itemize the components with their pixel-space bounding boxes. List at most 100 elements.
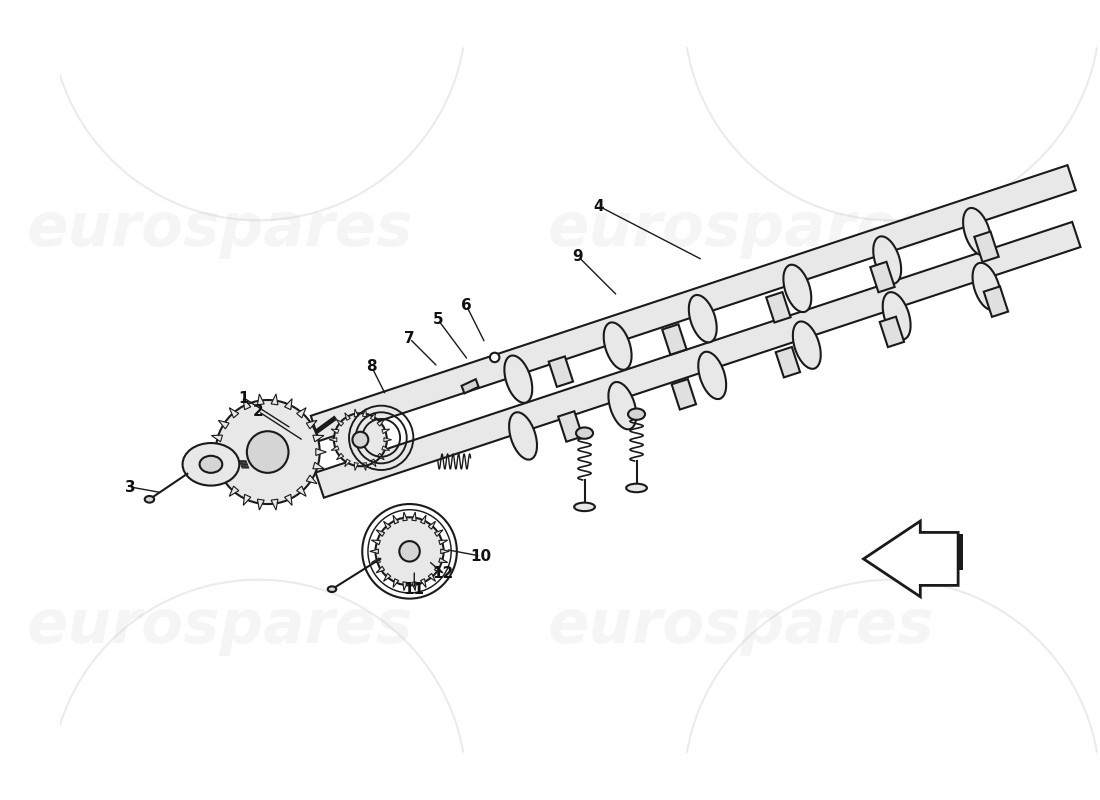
- Polygon shape: [403, 512, 407, 521]
- Ellipse shape: [972, 263, 1000, 310]
- Polygon shape: [420, 578, 426, 587]
- Polygon shape: [229, 408, 239, 418]
- Text: eurospares: eurospares: [28, 200, 414, 259]
- Polygon shape: [880, 317, 904, 347]
- Text: 8: 8: [366, 359, 377, 374]
- Text: 9: 9: [573, 249, 583, 264]
- Text: eurospares: eurospares: [28, 598, 414, 657]
- Text: 3: 3: [125, 479, 135, 494]
- Circle shape: [334, 414, 387, 466]
- Ellipse shape: [145, 496, 154, 502]
- Polygon shape: [372, 540, 381, 545]
- Polygon shape: [428, 574, 436, 582]
- Polygon shape: [316, 449, 327, 455]
- Circle shape: [216, 400, 320, 504]
- Polygon shape: [767, 292, 791, 322]
- Ellipse shape: [576, 427, 593, 438]
- Ellipse shape: [783, 265, 812, 312]
- Circle shape: [375, 518, 443, 586]
- Polygon shape: [439, 540, 448, 545]
- Polygon shape: [312, 435, 323, 442]
- Text: eurospares: eurospares: [548, 598, 934, 657]
- Ellipse shape: [604, 322, 631, 370]
- Polygon shape: [441, 549, 449, 554]
- Polygon shape: [411, 512, 416, 521]
- Text: 5: 5: [432, 312, 443, 327]
- Polygon shape: [870, 262, 894, 292]
- Polygon shape: [462, 379, 478, 394]
- Polygon shape: [211, 435, 222, 442]
- Polygon shape: [316, 222, 1080, 498]
- Polygon shape: [337, 454, 343, 460]
- Text: 4: 4: [593, 198, 604, 214]
- Polygon shape: [372, 558, 381, 562]
- Polygon shape: [331, 446, 339, 450]
- Polygon shape: [382, 446, 389, 450]
- Ellipse shape: [574, 502, 595, 511]
- Polygon shape: [558, 411, 583, 442]
- Polygon shape: [344, 413, 351, 420]
- Polygon shape: [549, 357, 573, 387]
- Text: 7: 7: [404, 331, 415, 346]
- Ellipse shape: [328, 586, 337, 592]
- Polygon shape: [312, 462, 323, 469]
- Polygon shape: [384, 438, 392, 442]
- Polygon shape: [257, 394, 264, 405]
- Ellipse shape: [689, 295, 717, 342]
- Polygon shape: [362, 409, 366, 417]
- Ellipse shape: [793, 322, 821, 369]
- Polygon shape: [311, 165, 1076, 441]
- Polygon shape: [930, 534, 962, 570]
- Polygon shape: [776, 347, 800, 378]
- Polygon shape: [257, 499, 264, 510]
- Polygon shape: [384, 522, 390, 530]
- Polygon shape: [306, 420, 317, 429]
- Ellipse shape: [199, 456, 222, 473]
- Polygon shape: [297, 486, 306, 496]
- Polygon shape: [403, 582, 407, 590]
- Polygon shape: [376, 566, 385, 573]
- Polygon shape: [344, 459, 351, 466]
- Polygon shape: [672, 379, 696, 410]
- Polygon shape: [354, 409, 359, 417]
- Polygon shape: [209, 449, 220, 455]
- Polygon shape: [975, 231, 999, 262]
- Text: 11: 11: [404, 582, 425, 597]
- Polygon shape: [434, 530, 443, 536]
- Text: 12: 12: [432, 566, 453, 581]
- Polygon shape: [243, 494, 251, 506]
- Polygon shape: [271, 394, 278, 405]
- Polygon shape: [434, 566, 443, 573]
- Polygon shape: [384, 574, 390, 582]
- Polygon shape: [420, 515, 426, 524]
- Polygon shape: [218, 475, 229, 484]
- Ellipse shape: [509, 412, 537, 460]
- Polygon shape: [329, 438, 337, 442]
- Ellipse shape: [183, 443, 240, 486]
- Ellipse shape: [882, 292, 911, 339]
- Ellipse shape: [964, 208, 991, 255]
- Polygon shape: [393, 578, 398, 587]
- Polygon shape: [864, 521, 958, 597]
- Ellipse shape: [505, 355, 532, 403]
- Polygon shape: [439, 558, 448, 562]
- Ellipse shape: [698, 352, 726, 399]
- Text: 6: 6: [461, 298, 472, 313]
- Polygon shape: [983, 286, 1008, 317]
- Polygon shape: [285, 494, 292, 506]
- Polygon shape: [306, 475, 317, 484]
- Polygon shape: [377, 420, 384, 426]
- Circle shape: [490, 353, 499, 362]
- Polygon shape: [337, 420, 343, 426]
- Polygon shape: [428, 522, 436, 530]
- Text: 10: 10: [470, 549, 491, 563]
- Circle shape: [246, 431, 288, 473]
- Polygon shape: [331, 429, 339, 434]
- Polygon shape: [411, 582, 416, 590]
- Polygon shape: [229, 486, 239, 496]
- Circle shape: [352, 432, 368, 448]
- Polygon shape: [243, 398, 251, 410]
- Ellipse shape: [626, 484, 647, 492]
- Polygon shape: [393, 515, 398, 524]
- Text: 1: 1: [239, 390, 250, 406]
